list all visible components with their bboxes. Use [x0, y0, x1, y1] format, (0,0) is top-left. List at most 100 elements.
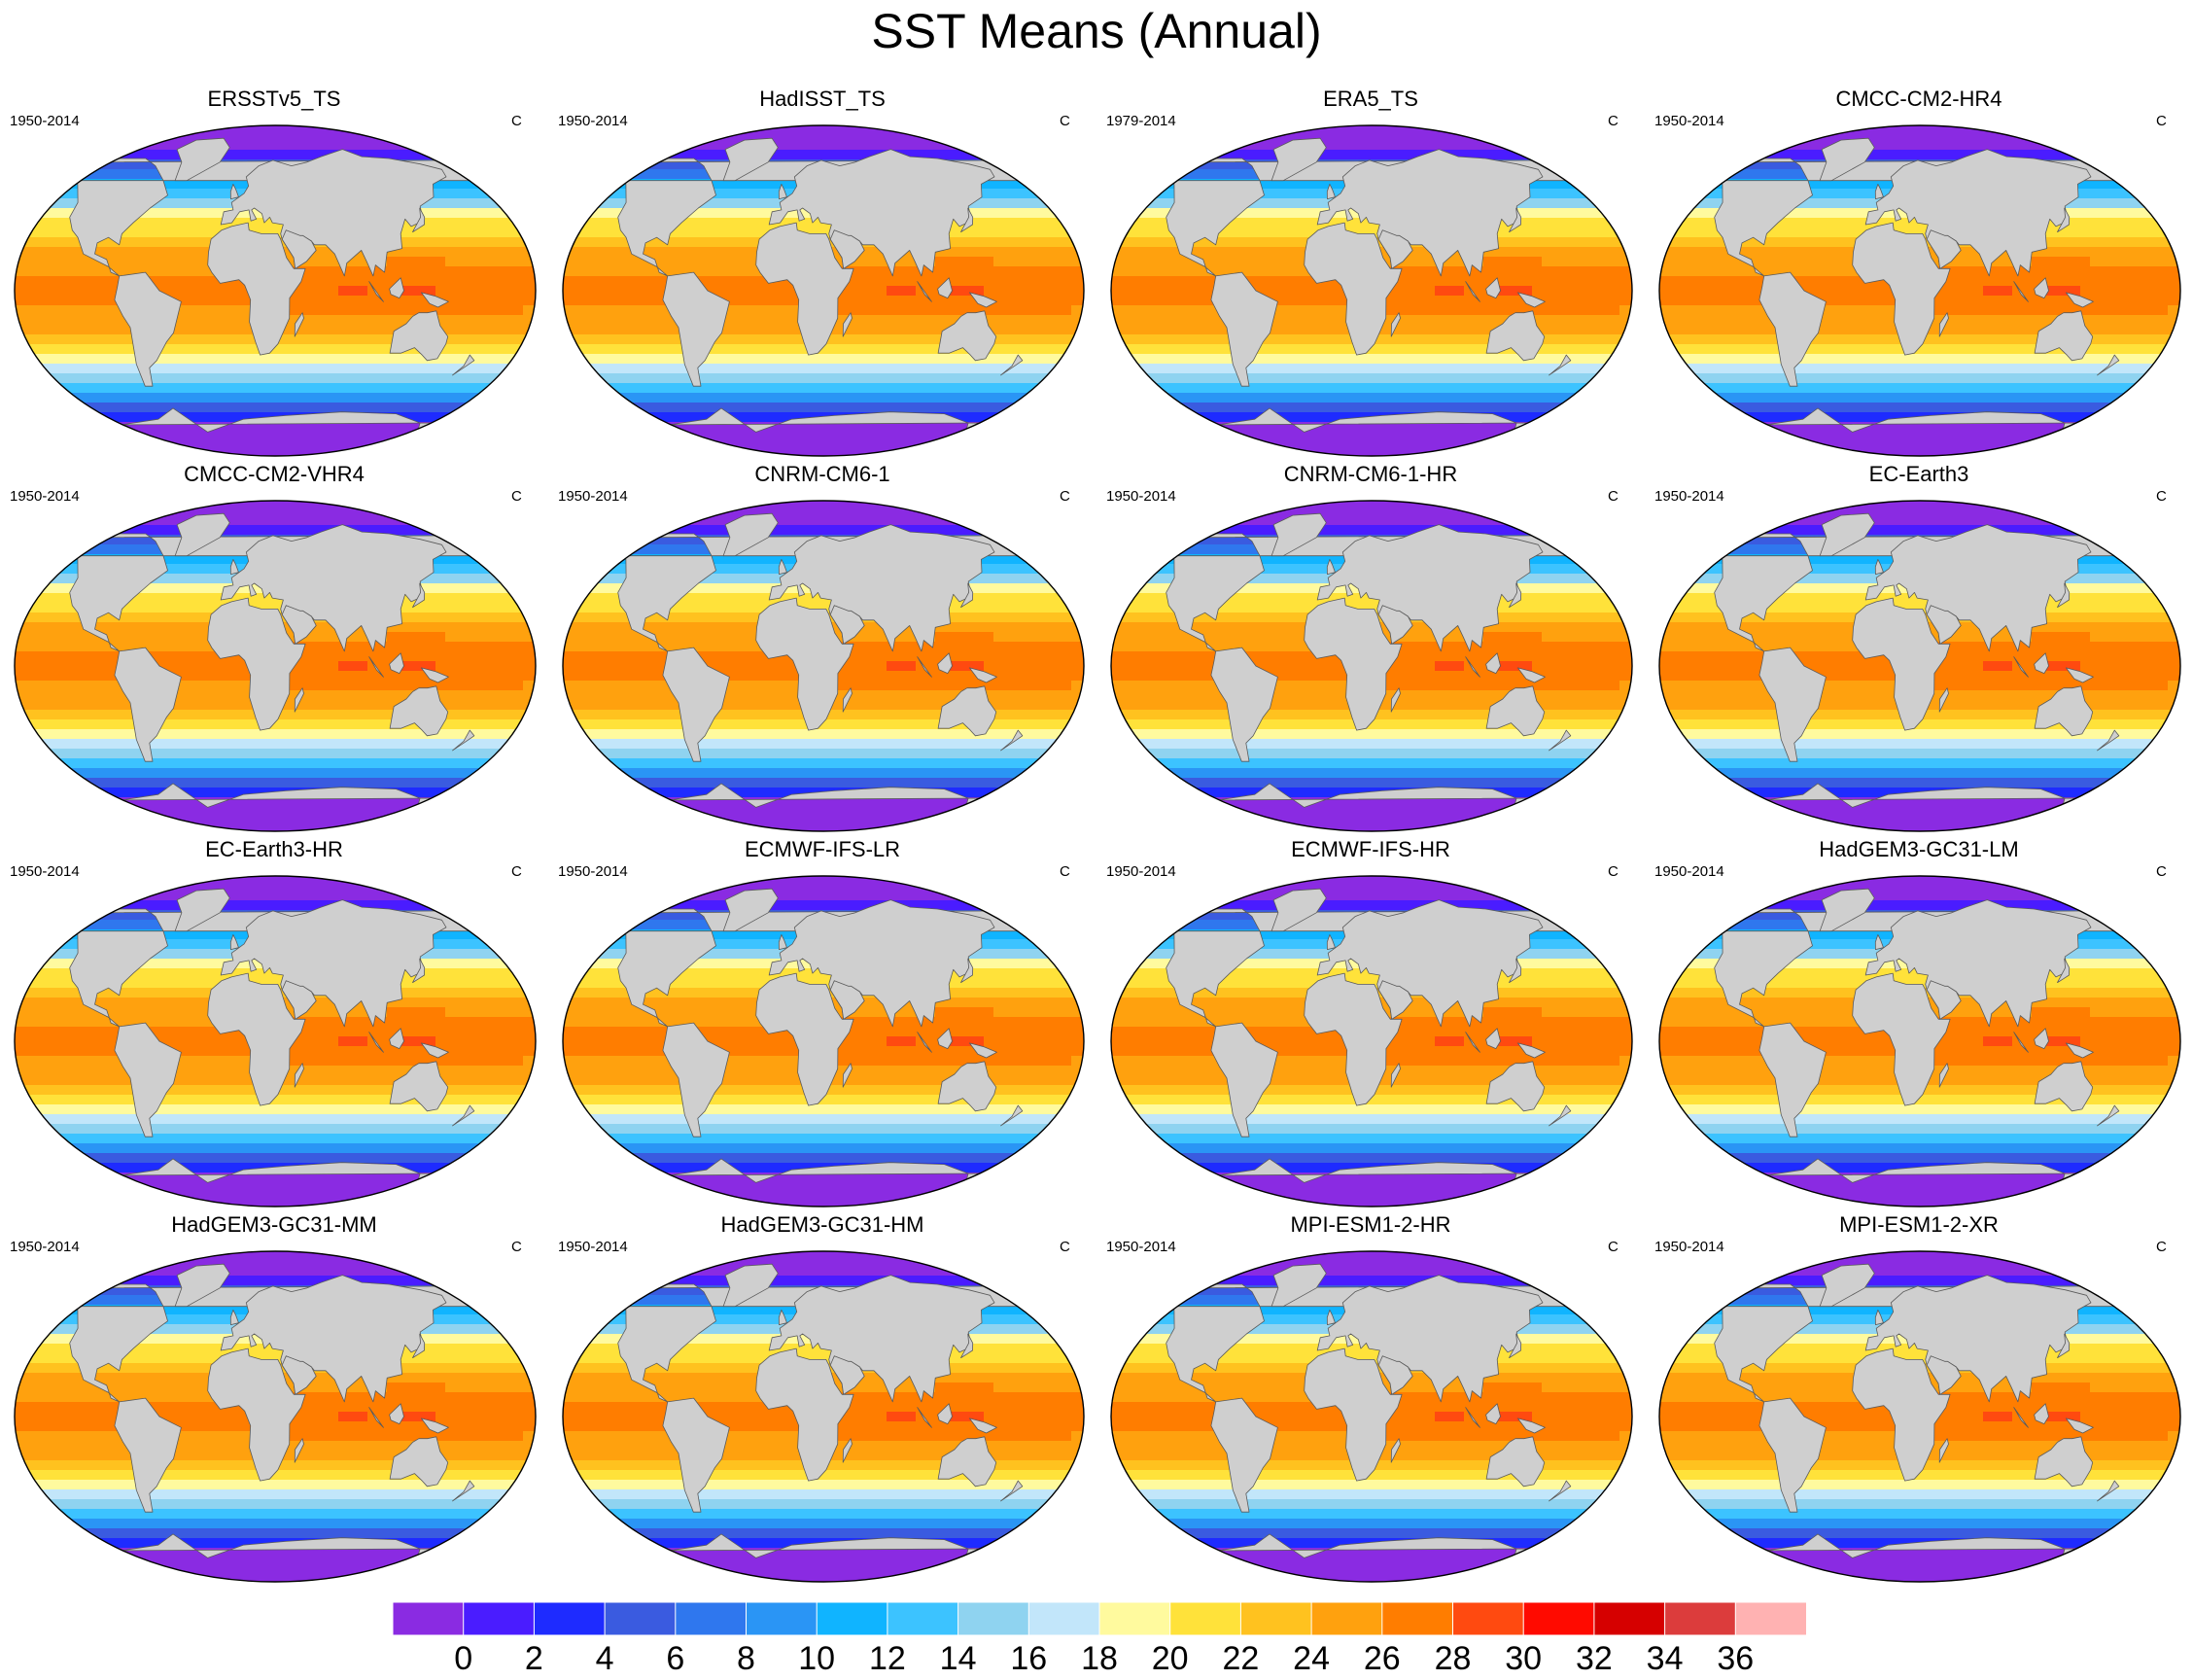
map-panel: HadISST_TS 1950-2014 C: [548, 86, 1096, 461]
panel-period: 1950-2014: [10, 488, 80, 506]
colorbar-tick-label: 6: [646, 1639, 705, 1678]
colorbar-tick-label: 24: [1282, 1639, 1340, 1678]
map-panel: MPI-ESM1-2-HR 1950-2014 C: [1096, 1211, 1645, 1587]
panel-title: MPI-ESM1-2-XR: [1645, 1211, 2193, 1239]
colorbar-swatch: [1522, 1602, 1595, 1635]
panel-title: EC-Earth3: [1645, 461, 2193, 488]
colorbar-swatch: [1381, 1602, 1454, 1635]
panel-period: 1979-2014: [1106, 113, 1176, 130]
colorbar-tick-label: 20: [1141, 1639, 1200, 1678]
map-panel: HadGEM3-GC31-LM 1950-2014 C: [1645, 836, 2193, 1211]
panel-units: C: [1060, 863, 1070, 881]
figure-title: SST Means (Annual): [0, 2, 2193, 60]
colorbar-swatch: [1310, 1602, 1383, 1635]
map-panel: CMCC-CM2-HR4 1950-2014 C: [1645, 86, 2193, 461]
world-map: [1658, 124, 2181, 457]
colorbar-swatch: [1169, 1602, 1242, 1635]
panel-units: C: [511, 863, 522, 881]
colorbar-swatch: [746, 1602, 818, 1635]
panel-period: 1950-2014: [1106, 1239, 1176, 1256]
colorbar-tick-label: 2: [505, 1639, 563, 1678]
world-map: [1110, 875, 1633, 1208]
panel-title: HadISST_TS: [548, 86, 1096, 113]
map-panel-grid: ERSSTv5_TS 1950-2014 C HadISST_TS 1950-2014 C…: [0, 86, 2193, 1583]
colorbar-swatch: [1664, 1602, 1737, 1635]
world-map: [562, 1250, 1085, 1583]
panel-units: C: [511, 1239, 522, 1256]
world-map: [1658, 875, 2181, 1208]
world-map: [14, 1250, 537, 1583]
panel-period: 1950-2014: [1654, 1239, 1724, 1256]
map-panel: CNRM-CM6-1-HR 1950-2014 C: [1096, 461, 1645, 836]
colorbar-swatch: [463, 1602, 536, 1635]
panel-period: 1950-2014: [10, 1239, 80, 1256]
colorbar-tick-label: 30: [1494, 1639, 1552, 1678]
panel-title: HadGEM3-GC31-MM: [0, 1211, 548, 1239]
panel-title: HadGEM3-GC31-LM: [1645, 836, 2193, 863]
panel-period: 1950-2014: [10, 113, 80, 130]
panel-title: ECMWF-IFS-LR: [548, 836, 1096, 863]
colorbar-tick-label: 12: [858, 1639, 917, 1678]
panel-period: 1950-2014: [558, 113, 628, 130]
colorbar-tick-label: 16: [999, 1639, 1058, 1678]
panel-title: HadGEM3-GC31-HM: [548, 1211, 1096, 1239]
panel-units: C: [511, 488, 522, 506]
world-map: [1110, 124, 1633, 457]
panel-title: CNRM-CM6-1-HR: [1096, 461, 1645, 488]
world-map: [562, 875, 1085, 1208]
colorbar-swatch: [1452, 1602, 1525, 1635]
colorbar-swatch: [1027, 1602, 1100, 1635]
colorbar-swatch: [1239, 1602, 1313, 1635]
colorbar-swatch: [887, 1602, 959, 1635]
panel-units: C: [1060, 1239, 1070, 1256]
colorbar-swatch: [393, 1602, 465, 1635]
panel-period: 1950-2014: [1106, 863, 1176, 881]
panel-period: 1950-2014: [1106, 488, 1176, 506]
panel-title: MPI-ESM1-2-HR: [1096, 1211, 1645, 1239]
world-map: [1110, 1250, 1633, 1583]
map-panel: HadGEM3-GC31-MM 1950-2014 C: [0, 1211, 548, 1587]
map-panel: EC-Earth3-HR 1950-2014 C: [0, 836, 548, 1211]
panel-period: 1950-2014: [558, 488, 628, 506]
panel-units: C: [1608, 488, 1619, 506]
panel-period: 1950-2014: [558, 863, 628, 881]
colorbar-swatch: [816, 1602, 888, 1635]
panel-period: 1950-2014: [1654, 863, 1724, 881]
map-panel: ERA5_TS 1979-2014 C: [1096, 86, 1645, 461]
panel-title: CNRM-CM6-1: [548, 461, 1096, 488]
map-panel: CMCC-CM2-VHR4 1950-2014 C: [0, 461, 548, 836]
colorbar-swatch: [1734, 1602, 1806, 1635]
colorbar-tick-label: 10: [787, 1639, 846, 1678]
colorbar-tick-label: 0: [435, 1639, 493, 1678]
map-panel: EC-Earth3 1950-2014 C: [1645, 461, 2193, 836]
panel-title: CMCC-CM2-VHR4: [0, 461, 548, 488]
panel-units: C: [1060, 488, 1070, 506]
map-panel: HadGEM3-GC31-HM 1950-2014 C: [548, 1211, 1096, 1587]
panel-units: C: [1608, 1239, 1619, 1256]
colorbar: [393, 1602, 1806, 1635]
colorbar-labels: 0 2 4 6 8 10 12 14 16 18 20 22 24 26 28 30 32 34 36: [0, 1639, 2193, 1678]
panel-units: C: [511, 113, 522, 130]
map-panel: MPI-ESM1-2-XR 1950-2014 C: [1645, 1211, 2193, 1587]
panel-title: CMCC-CM2-HR4: [1645, 86, 2193, 113]
colorbar-swatch: [957, 1602, 1030, 1635]
colorbar-swatch: [604, 1602, 677, 1635]
panel-units: C: [1608, 863, 1619, 881]
colorbar-tick-label: 28: [1424, 1639, 1482, 1678]
world-map: [562, 124, 1085, 457]
colorbar-tick-label: 32: [1565, 1639, 1623, 1678]
world-map: [14, 124, 537, 457]
panel-units: C: [1608, 113, 1619, 130]
colorbar-tick-label: 22: [1211, 1639, 1270, 1678]
world-map: [14, 875, 537, 1208]
world-map: [14, 500, 537, 832]
colorbar-tick-label: 34: [1636, 1639, 1694, 1678]
panel-title: ECMWF-IFS-HR: [1096, 836, 1645, 863]
colorbar-tick-label: 26: [1353, 1639, 1411, 1678]
panel-title: EC-Earth3-HR: [0, 836, 548, 863]
panel-units: C: [1060, 113, 1070, 130]
panel-units: C: [2156, 113, 2167, 130]
world-map: [1110, 500, 1633, 832]
colorbar-swatch: [675, 1602, 748, 1635]
world-map: [562, 500, 1085, 832]
